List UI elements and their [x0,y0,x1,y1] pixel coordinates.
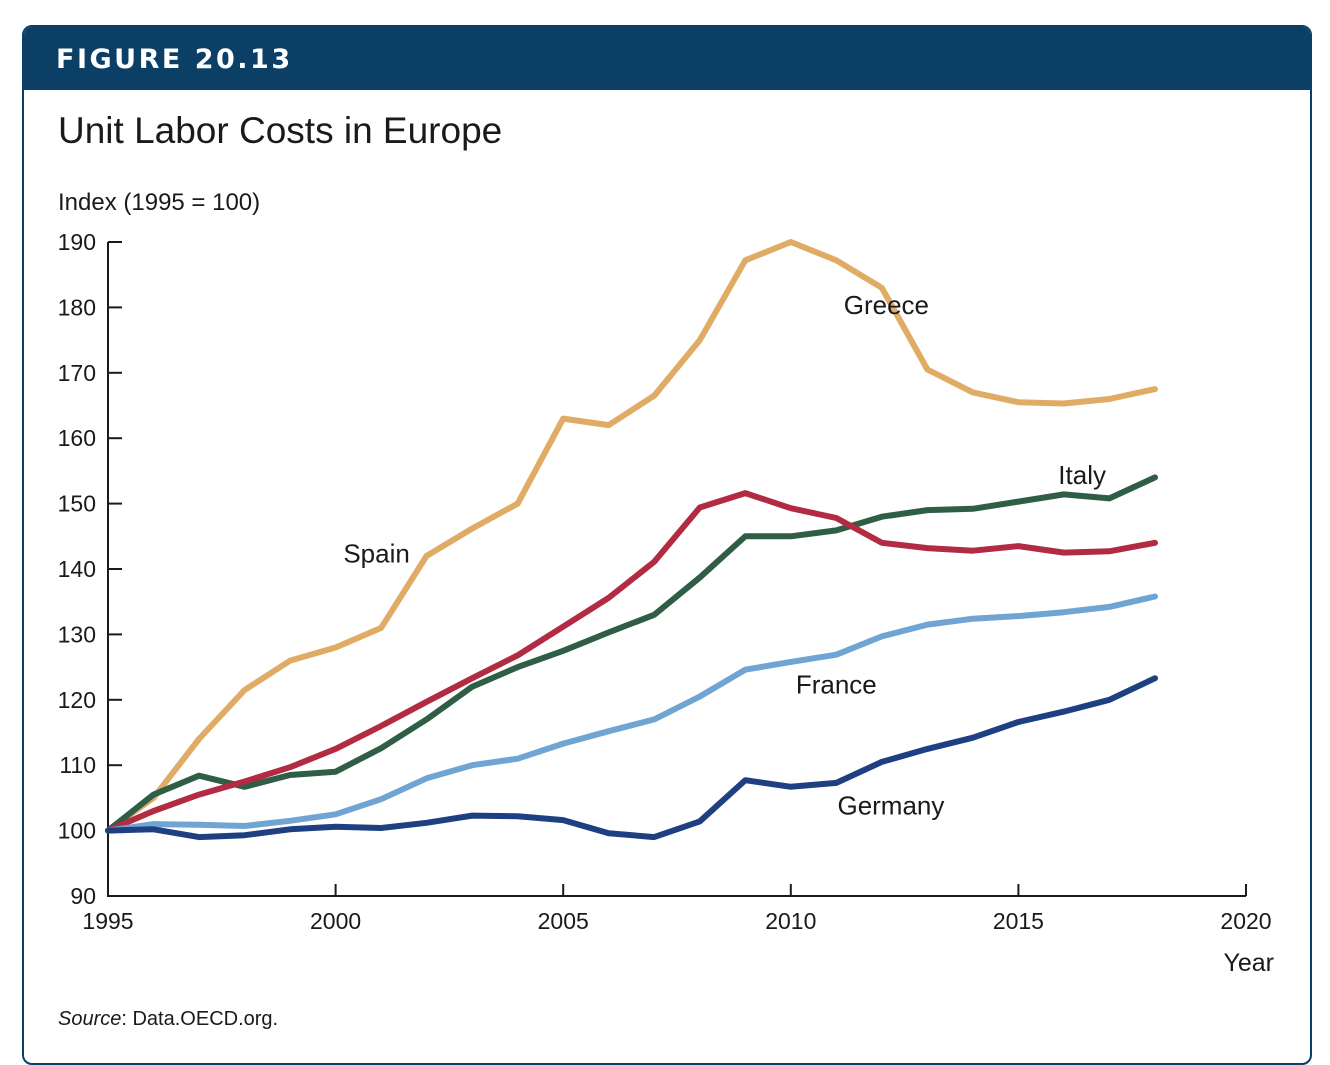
x-axis-title: Year [1223,949,1274,977]
x-tick-label-2005: 2005 [538,908,589,934]
chart-title: Unit Labor Costs in Europe [58,110,503,151]
series-label-italy: Italy [1058,460,1106,490]
chart-series [105,239,1158,841]
y-tick-label-150: 150 [58,491,96,517]
y-tick-label-120: 120 [58,687,96,713]
chart-series-labels: Greece Italy Spain France Germany [343,290,1106,820]
series-label-spain: Spain [343,538,410,568]
source-note: Source: Data.OECD.org. [58,1008,278,1031]
y-tick-label-160: 160 [58,425,96,451]
y-tick-label-130: 130 [58,621,96,647]
x-tick-label-2020: 2020 [1220,908,1271,934]
figure-number: FIGURE 20.13 [56,44,293,75]
y-tick-label-190: 190 [58,229,96,255]
y-tick-label-180: 180 [58,294,96,320]
x-tick-label-2015: 2015 [993,908,1044,934]
x-tick-label-2000: 2000 [310,908,361,934]
y-tick-label-170: 170 [58,360,96,386]
series-line-greece [105,239,1158,834]
series-label-greece: Greece [844,290,929,320]
y-tick-label-90: 90 [70,883,96,909]
y-tick-label-100: 100 [58,818,96,844]
source-text: : Data.OECD.org. [121,1008,279,1030]
series-line-germany [105,675,1158,841]
series-line-france [105,593,1158,834]
series-label-france: France [796,669,877,699]
series-line-spain [105,490,1158,834]
series-label-germany: Germany [837,790,944,820]
y-axis-title: Index (1995 = 100) [58,189,261,216]
figure-banner: FIGURE 20.13 [24,27,1310,90]
x-tick-label-1995: 1995 [82,908,133,934]
series-line-italy [105,474,1158,834]
figure-frame: FIGURE 20.13 [22,25,1312,1065]
y-tick-label-140: 140 [58,556,96,582]
y-tick-label-110: 110 [59,752,96,778]
x-tick-label-2010: 2010 [765,908,816,934]
source-label: Source [58,1008,122,1030]
